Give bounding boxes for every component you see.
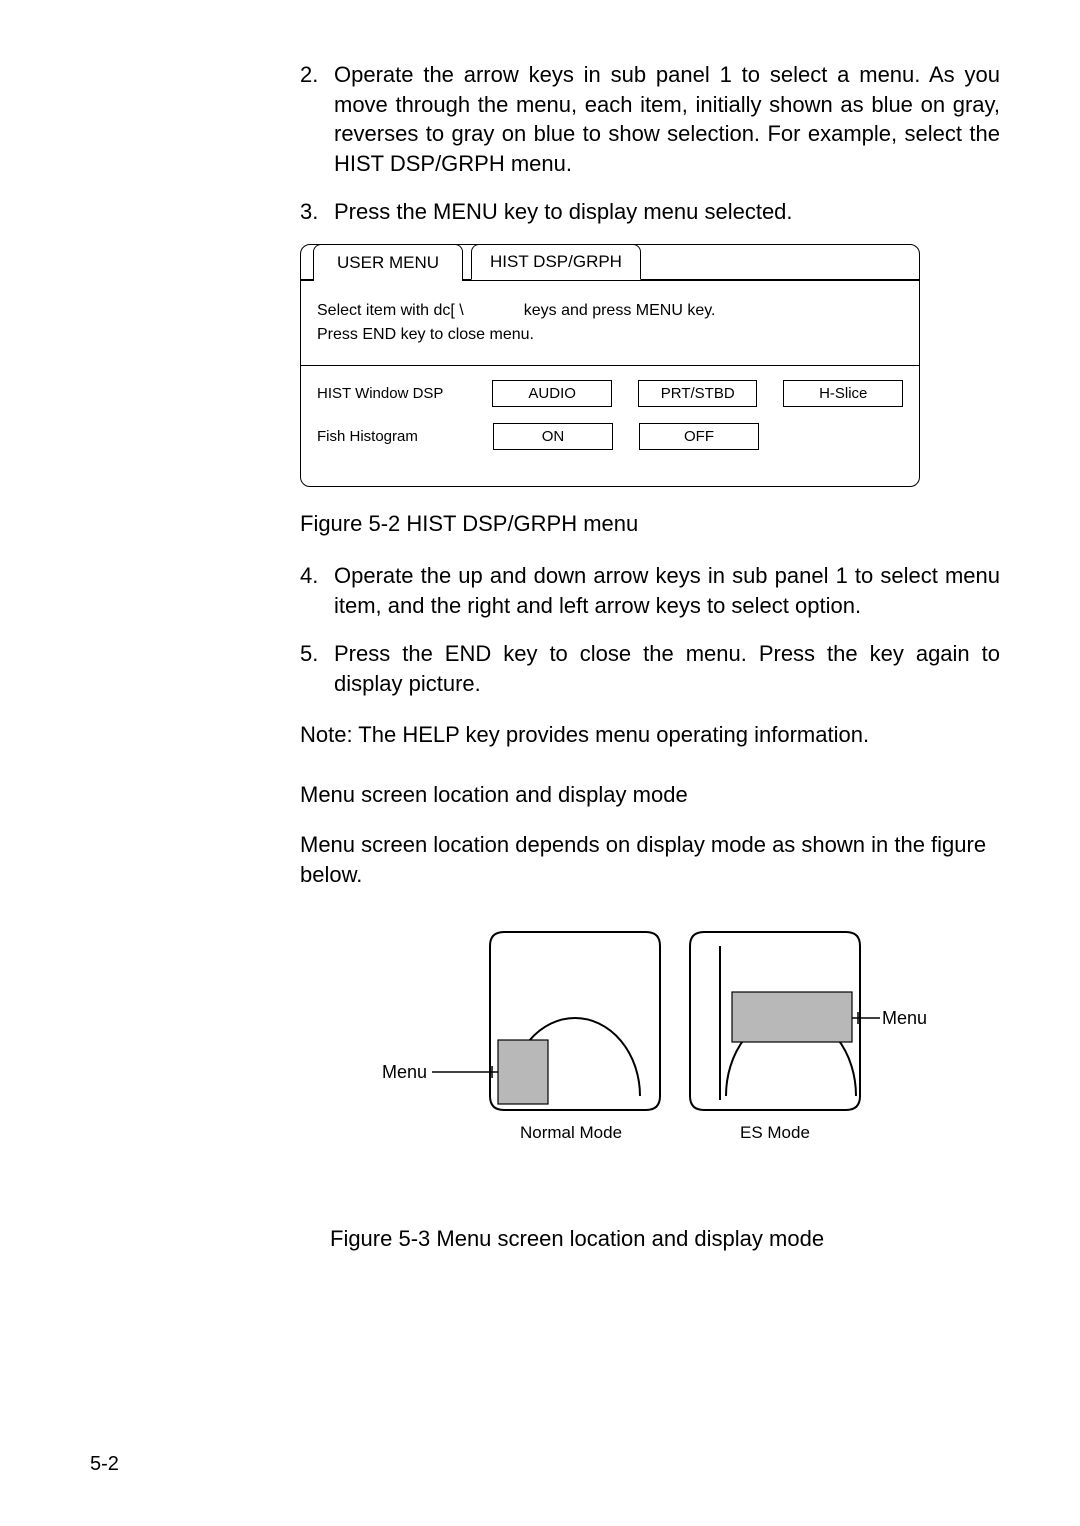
menu-label-left: Menu [382,1062,427,1082]
tab-label: HIST DSP/GRPH [490,252,622,272]
instr-line-2: Press END key to close menu. [317,323,903,347]
tab-user-menu: USER MENU [313,244,463,280]
step-num: 4. [300,561,334,620]
opt-h-slice: H-Slice [783,380,903,407]
menu-panel: USER MENU HIST DSP/GRPH Select item with… [300,244,920,487]
opt-off: OFF [639,423,759,450]
opt-row-hist-window: HIST Window DSP AUDIO PRT/STBD H-Slice [317,380,903,407]
figure-5-2-caption: Figure 5-2 HIST DSP/GRPH menu [300,511,1000,537]
step-4: 4. Operate the up and down arrow keys in… [300,561,1000,620]
tab-label: USER MENU [337,253,439,273]
steps-top: 2. Operate the arrow keys in sub panel 1… [300,60,1000,226]
step-text: Press the MENU key to display menu selec… [334,197,1000,227]
note-help-key: Note: The HELP key provides menu operati… [300,722,1000,748]
figure-5-3-caption: Figure 5-3 Menu screen location and disp… [330,1226,1000,1252]
panel-instructions: Select item with dc[ \ keys and press MEN… [301,285,919,366]
steps-mid: 4. Operate the up and down arrow keys in… [300,561,1000,698]
opt-audio: AUDIO [492,380,612,407]
step-num: 2. [300,60,334,179]
subpara: Menu screen location depends on display … [300,830,1000,889]
tab-hist-dsp-grph: HIST DSP/GRPH [471,244,641,280]
diagram-svg: Menu Normal Mode Menu ES Mode [370,926,930,1196]
es-mode-menu-rect [732,992,852,1042]
opt-label: Fish Histogram [317,428,467,445]
step-5: 5. Press the END key to close the menu. … [300,639,1000,698]
opt-on: ON [493,423,613,450]
step-2: 2. Operate the arrow keys in sub panel 1… [300,60,1000,179]
step-num: 3. [300,197,334,227]
opt-label: HIST Window DSP [317,385,466,402]
instr-part-a: Select item with dc[ \ [317,302,464,319]
page-number: 5-2 [90,1453,119,1476]
tabs-row: USER MENU HIST DSP/GRPH [301,245,919,285]
step-text: Press the END key to close the menu. Pre… [334,639,1000,698]
opt-row-fish-histogram: Fish Histogram ON OFF [317,423,903,450]
normal-mode-menu-rect [498,1040,548,1104]
menu-label-right: Menu [882,1008,927,1028]
instr-line-1: Select item with dc[ \ keys and press MEN… [317,299,903,323]
step-num: 5. [300,639,334,698]
es-mode-label: ES Mode [740,1123,810,1142]
figure-5-3-diagram: Menu Normal Mode Menu ES Mode [300,926,1000,1196]
step-text: Operate the arrow keys in sub panel 1 to… [334,60,1000,179]
opt-prt-stbd: PRT/STBD [638,380,758,407]
panel-options: HIST Window DSP AUDIO PRT/STBD H-Slice F… [301,366,919,486]
step-text: Operate the up and down arrow keys in su… [334,561,1000,620]
normal-mode-monitor: Menu Normal Mode [382,932,660,1142]
subheading: Menu screen location and display mode [300,782,1000,808]
es-mode-monitor: Menu ES Mode [690,932,927,1142]
normal-mode-label: Normal Mode [520,1123,622,1142]
step-3: 3. Press the MENU key to display menu se… [300,197,1000,227]
tab-cover [314,278,462,281]
instr-part-b: keys and press MENU key. [524,302,716,319]
